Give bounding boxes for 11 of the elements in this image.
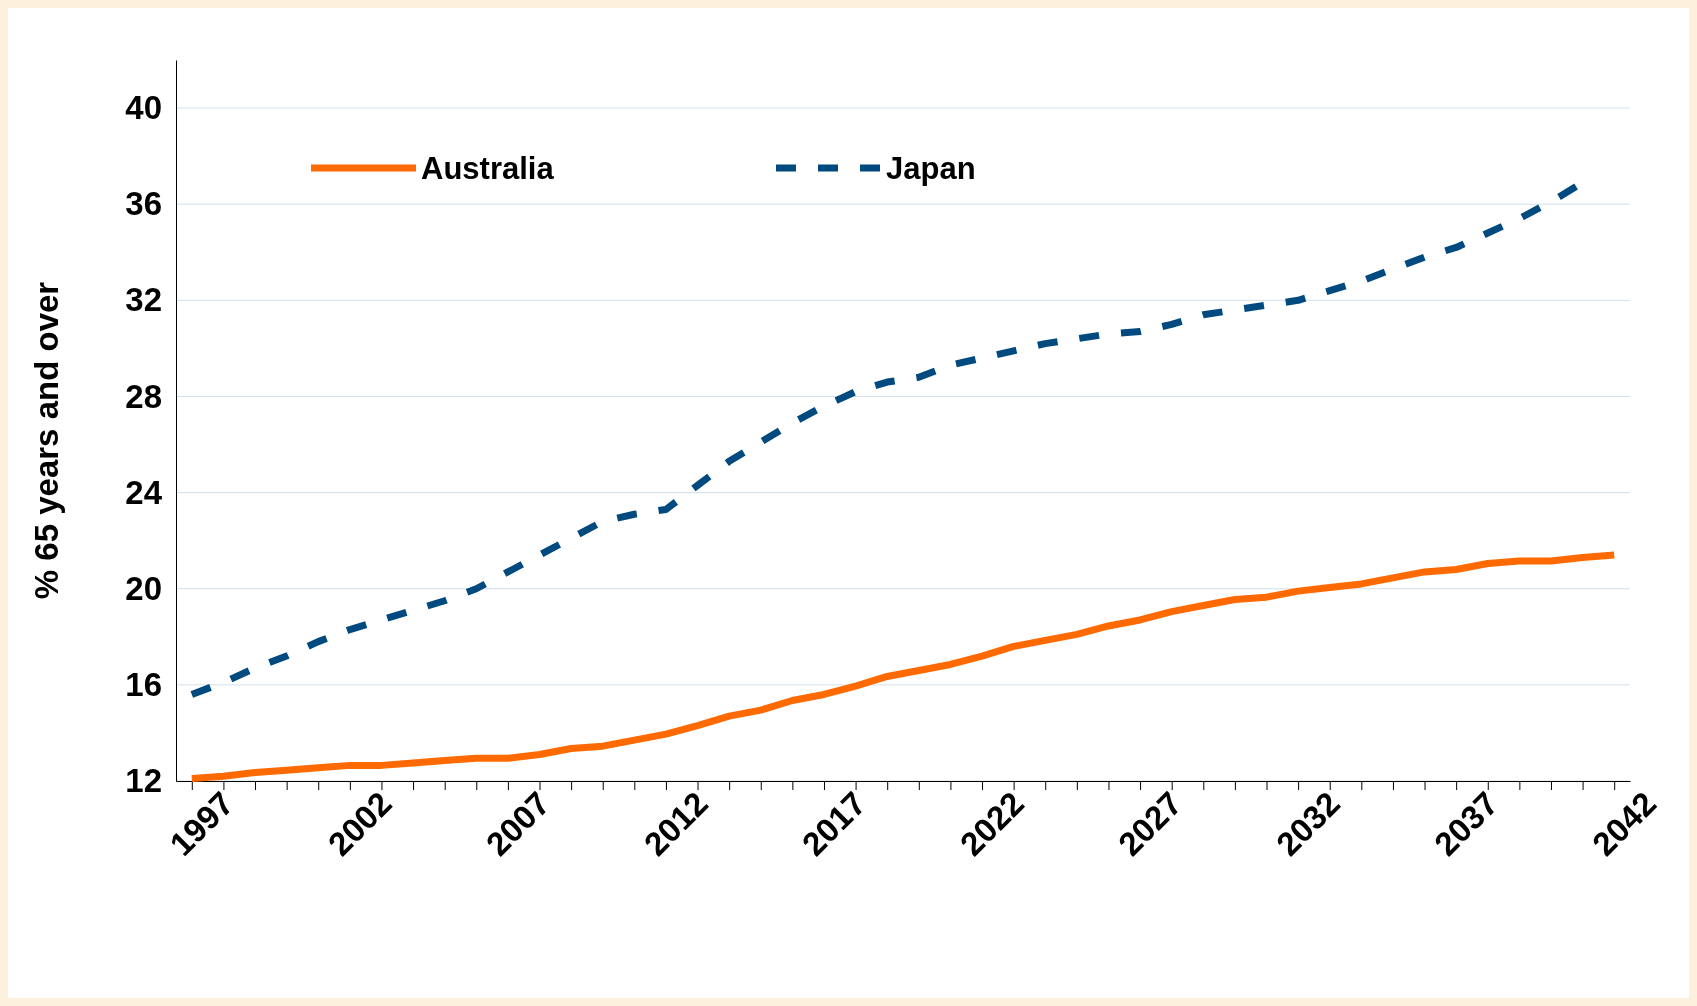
y-tick-label: 16 xyxy=(125,665,162,703)
legend-label: Japan xyxy=(886,151,976,186)
y-tick-label: 12 xyxy=(125,762,162,800)
y-axis-title: % 65 years and over xyxy=(28,281,65,600)
y-tick-label: 24 xyxy=(125,473,163,511)
y-tick-label: 32 xyxy=(125,281,162,319)
legend-label: Australia xyxy=(421,151,555,186)
y-tick-label: 36 xyxy=(125,185,162,223)
y-tick-label: 28 xyxy=(125,377,162,415)
y-tick-label: 40 xyxy=(125,89,162,127)
y-tick-label: 20 xyxy=(125,569,162,607)
